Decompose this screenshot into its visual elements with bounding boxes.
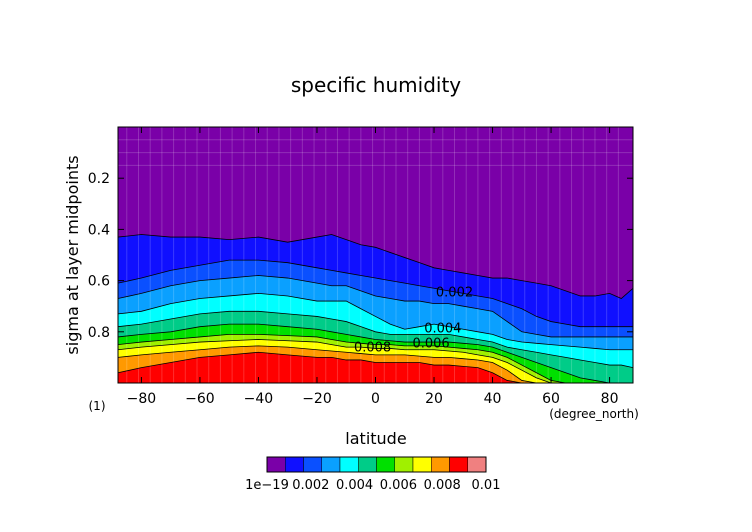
- contour-line-0.001: [117, 234, 634, 299]
- colorbar-label: 1e−19: [245, 478, 289, 493]
- plot-area: [118, 127, 633, 383]
- x-tick-label: 80: [601, 391, 619, 407]
- colorbar-swatch: [376, 456, 395, 473]
- x-tick-label: −20: [302, 391, 332, 407]
- x-axis-label: latitude: [345, 429, 406, 448]
- x-tick-label: 40: [484, 391, 502, 407]
- x-tick-label: 20: [425, 391, 443, 407]
- colorbar-swatch: [449, 456, 468, 473]
- y-tick-label: 0.4: [88, 222, 110, 238]
- x-tick-label: −60: [185, 391, 215, 407]
- colorbar-swatch: [431, 456, 450, 473]
- contour-label: 0.008: [354, 341, 391, 356]
- contour-label: 0.004: [424, 322, 461, 337]
- contour-line-0.004: [117, 292, 633, 351]
- y-axis-label: sigma at layer midpoints: [63, 155, 82, 354]
- colorbar-swatch: [358, 456, 377, 473]
- colorbar-label: 0.01: [472, 478, 501, 493]
- colorbar-swatch: [467, 456, 487, 473]
- x-tick-label: −40: [244, 391, 274, 407]
- x-axis: −80 −60 −40 −20 0 20 40 60 80: [127, 127, 619, 407]
- x-axis-unit: (degree_north): [549, 407, 639, 421]
- colorbar-swatch: [321, 456, 341, 473]
- contour-label: 0.002: [436, 286, 473, 301]
- x-tick-label: 0: [371, 391, 380, 407]
- colorbar-swatch: [394, 456, 414, 473]
- chart-title: specific humidity: [291, 73, 461, 97]
- colorbar-swatch: [285, 456, 304, 473]
- colorbar-label: 0.008: [424, 478, 461, 493]
- x-tick-label: 60: [542, 391, 560, 407]
- y-tick-label: 0.2: [88, 171, 110, 187]
- colorbar-frame: [266, 456, 487, 473]
- contour-label: 0.006: [412, 336, 449, 351]
- contour-line-0.005: [117, 310, 634, 369]
- y-axis: 0.2 0.4 0.6 0.8: [88, 171, 633, 341]
- colorbar-label: 0.004: [336, 478, 373, 493]
- colorbar-label: 0.006: [380, 478, 417, 493]
- x-tick-label: −80: [127, 391, 157, 407]
- y-tick-label: 0.6: [88, 274, 110, 290]
- colorbar-label: 0.002: [292, 478, 329, 493]
- contour-band-10: [118, 352, 633, 383]
- contour-line-0.002: [117, 259, 633, 328]
- colorbar-swatch: [266, 456, 286, 473]
- colorbar-swatch: [303, 456, 322, 473]
- y-tick-label: 0.8: [88, 325, 110, 341]
- contour-line-0.006: [117, 323, 633, 384]
- colorbar: 1e−19 0.002 0.004 0.006 0.008 0.01: [245, 456, 501, 493]
- colorbar-swatch: [339, 456, 359, 473]
- contour-line-0.003: [117, 275, 633, 338]
- y-axis-unit: (1): [89, 399, 106, 413]
- colorbar-swatch: [412, 456, 432, 473]
